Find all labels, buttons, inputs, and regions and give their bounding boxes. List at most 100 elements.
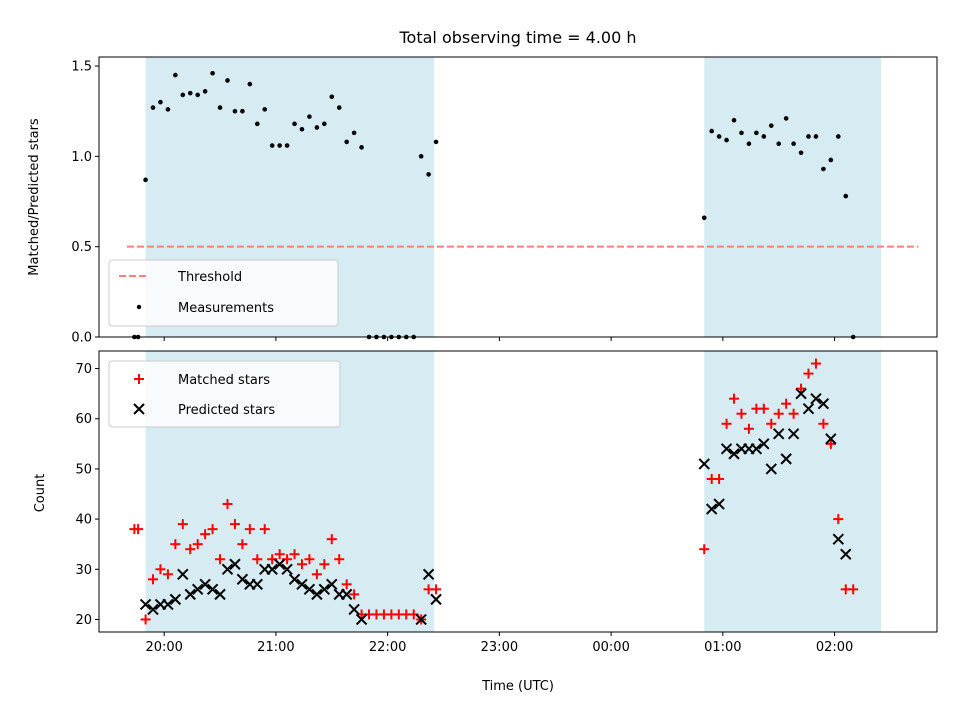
predicted-star-point (795, 387, 807, 400)
measurement-point (806, 134, 811, 139)
measurement-point (418, 154, 424, 159)
matched-star-point (796, 383, 807, 394)
matched-star-point (781, 398, 792, 409)
measurement-point (336, 105, 342, 110)
measurement-point (724, 137, 729, 143)
bottom-y-tick-label: 20 (75, 613, 92, 628)
predicted-star-point (236, 573, 249, 586)
measurement-point (262, 107, 268, 112)
legend-matched-swatch (134, 374, 144, 384)
matched-star-point (222, 499, 233, 510)
legend-predicted-swatch (133, 403, 145, 415)
matched-star-point (304, 554, 315, 565)
legend-threshold-label: Threshold (177, 270, 242, 285)
measurement-point (783, 116, 789, 121)
measurement-point (746, 141, 752, 147)
predicted-star-point (177, 568, 189, 581)
measurement-point (299, 126, 305, 132)
matched-star-point (721, 418, 732, 429)
bottom-x-tick-label: 00:00 (592, 640, 629, 655)
predicted-star-point (817, 397, 830, 410)
bottom-axes-frame (98, 350, 938, 633)
predicted-star-point (199, 578, 211, 591)
measurement-point (254, 121, 260, 127)
bottom-x-tick-label: 22:00 (369, 640, 406, 655)
matched-star-point (274, 549, 285, 560)
matched-star-point (148, 574, 159, 585)
predicted-star-point (787, 428, 800, 440)
matched-star-point (215, 554, 226, 565)
measurement-point (791, 141, 796, 147)
matched-star-point (252, 554, 263, 565)
predicted-star-point (422, 568, 435, 581)
matched-star-point (729, 393, 740, 404)
predicted-star-point (206, 583, 219, 596)
matched-star-point (170, 539, 181, 550)
measurement-point (322, 121, 327, 127)
measurement-point (210, 70, 215, 76)
bottom-panel: 20 30 40 50 60 70 20:00 21:00 22:00 23:00 00:00 01… (33, 350, 938, 694)
predicted-star-point (288, 573, 301, 586)
matched-star-point (714, 473, 725, 484)
top-legend-box (108, 259, 339, 327)
measurement-point (731, 117, 737, 123)
predicted-star-point (840, 548, 852, 560)
bottom-y-axis-label: Count (33, 474, 48, 513)
predicted-star-point (311, 588, 323, 601)
predicted-star-point (184, 588, 196, 601)
measurement-point (843, 193, 849, 199)
matched-star-point (788, 408, 799, 419)
predicted-star-point (303, 583, 316, 596)
measurement-point (165, 107, 171, 112)
measurement-point (150, 105, 156, 110)
matched-star-point (319, 559, 330, 570)
bottom-x-tick-label: 02:00 (816, 640, 853, 655)
bottom-y-tick-label: 40 (75, 513, 92, 528)
matched-star-point (192, 539, 203, 550)
matched-star-point (431, 584, 442, 595)
predicted-star-point (229, 558, 241, 570)
top-y-tick-label: 1.5 (71, 60, 92, 75)
predicted-star-point (773, 428, 785, 440)
matched-star-point (185, 544, 196, 555)
bottom-legend: Matched stars Predicted stars (108, 360, 341, 428)
predicted-star-point (728, 448, 740, 460)
matched-star-point (311, 569, 322, 580)
bottom-y-tick-label: 50 (75, 462, 92, 477)
matched-star-point (810, 358, 821, 369)
predicted-star-point (273, 558, 286, 570)
predicted-star-point (214, 588, 226, 601)
bottom-x-ticks: 20:00 21:00 22:00 23:00 00:00 01:00 02:00 (145, 632, 853, 655)
measurement-point (813, 134, 819, 139)
matched-star-point (743, 423, 754, 434)
measurement-point (225, 78, 230, 83)
matched-star-point (140, 614, 151, 625)
measurement-point (292, 121, 297, 127)
measurement-point (709, 128, 714, 134)
predicted-star-point (415, 613, 427, 626)
predicted-star-point (266, 563, 278, 575)
predicted-star-point (720, 443, 733, 455)
predicted-star-point (355, 613, 368, 626)
predicted-star-point (169, 593, 182, 606)
matched-star-point (699, 544, 710, 555)
measurement-point (739, 130, 744, 136)
predicted-star-point (348, 603, 360, 616)
predicted-star-point (162, 598, 174, 611)
matched-star-point (244, 524, 255, 535)
matched-star-point (818, 418, 829, 429)
matched-star-point (200, 529, 211, 540)
matched-star-point (773, 408, 784, 419)
measurement-point (426, 172, 431, 177)
measurement-point (158, 99, 163, 105)
bottom-x-tick-label: 01:00 (704, 640, 741, 655)
top-y-axis-label: Matched/Predicted stars (27, 118, 42, 276)
predicted-star-point (251, 578, 263, 591)
predicted-star-point (698, 458, 710, 470)
predicted-star-point (758, 438, 770, 450)
measurement-point (143, 177, 148, 183)
measurement-point (217, 105, 223, 110)
predicted-star-point (139, 598, 152, 611)
predicted-star-point (281, 563, 293, 575)
